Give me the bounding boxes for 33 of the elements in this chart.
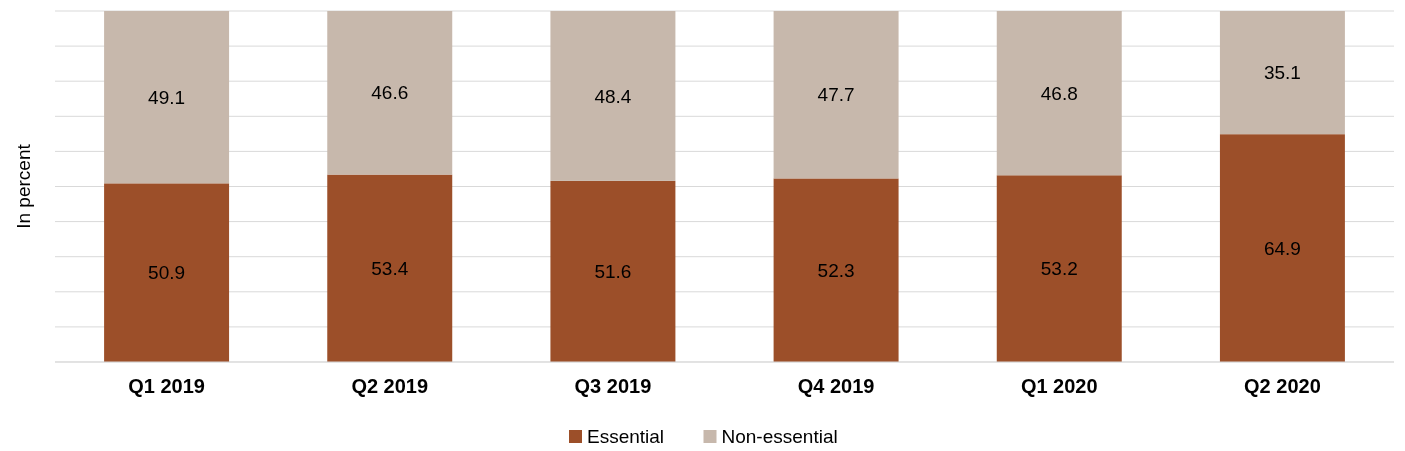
bar — [327, 11, 453, 175]
data-label: 64.9 — [1263, 237, 1301, 259]
x-tick-label: Q1 2019 — [128, 375, 205, 397]
bar — [1219, 11, 1345, 135]
x-tick-label: Q3 2019 — [574, 375, 652, 397]
data-label: 51.6 — [594, 261, 632, 283]
bar — [996, 175, 1122, 362]
data-label: 50.9 — [148, 262, 186, 284]
bar — [773, 11, 899, 179]
data-label: 47.7 — [817, 84, 855, 106]
y-axis-title: In percent — [13, 143, 34, 229]
data-label: 48.4 — [594, 85, 632, 107]
bar — [104, 183, 230, 362]
data-label: 52.3 — [817, 259, 855, 281]
legend-label: Non-essential — [721, 425, 838, 447]
x-tick-label: Q1 2020 — [1020, 375, 1098, 397]
data-label: 53.4 — [371, 257, 409, 279]
x-tick-label: Q2 2019 — [351, 375, 429, 397]
legend-label: Essential — [587, 425, 665, 447]
bar — [104, 11, 230, 184]
bar — [996, 11, 1122, 176]
bar — [550, 11, 676, 181]
bar — [1219, 134, 1345, 362]
data-label: 53.2 — [1040, 258, 1078, 280]
x-tick-label: Q4 2019 — [797, 375, 875, 397]
bar — [550, 180, 676, 362]
data-label: 49.1 — [148, 86, 186, 108]
data-label: 35.1 — [1263, 62, 1301, 84]
bar — [773, 178, 899, 362]
x-tick-label: Q2 2020 — [1244, 375, 1321, 397]
bar — [327, 174, 453, 362]
data-label: 46.8 — [1040, 82, 1078, 104]
data-label: 46.6 — [371, 82, 409, 104]
